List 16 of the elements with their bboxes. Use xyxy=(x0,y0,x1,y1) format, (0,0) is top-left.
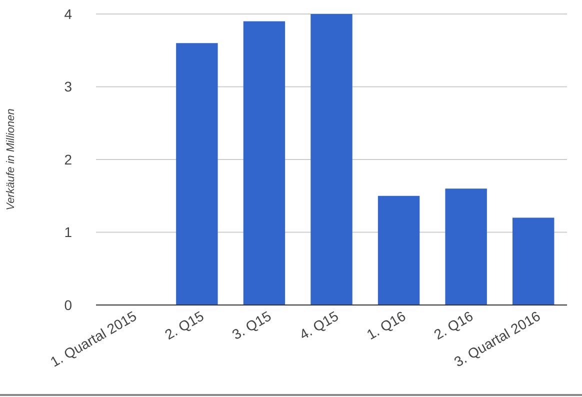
bar xyxy=(176,43,218,305)
y-tick-label: 0 xyxy=(64,296,72,313)
x-tick-label: 4. Q15 xyxy=(296,308,342,343)
y-tick-label: 4 xyxy=(64,6,72,22)
y-tick-label: 2 xyxy=(64,151,72,168)
bar xyxy=(243,21,286,305)
x-tick-label: 1. Q16 xyxy=(364,308,408,343)
y-tick-label: 1 xyxy=(64,224,72,240)
y-axis-title: Verkäufe in Millionen xyxy=(5,108,17,210)
bar xyxy=(445,188,487,305)
x-tick-label: 3. Q15 xyxy=(229,308,274,343)
bar xyxy=(310,14,352,305)
bar xyxy=(512,218,554,305)
bar xyxy=(378,196,420,305)
y-tick-label: 3 xyxy=(64,78,72,95)
x-tick-label: 2. Q15 xyxy=(162,308,207,343)
